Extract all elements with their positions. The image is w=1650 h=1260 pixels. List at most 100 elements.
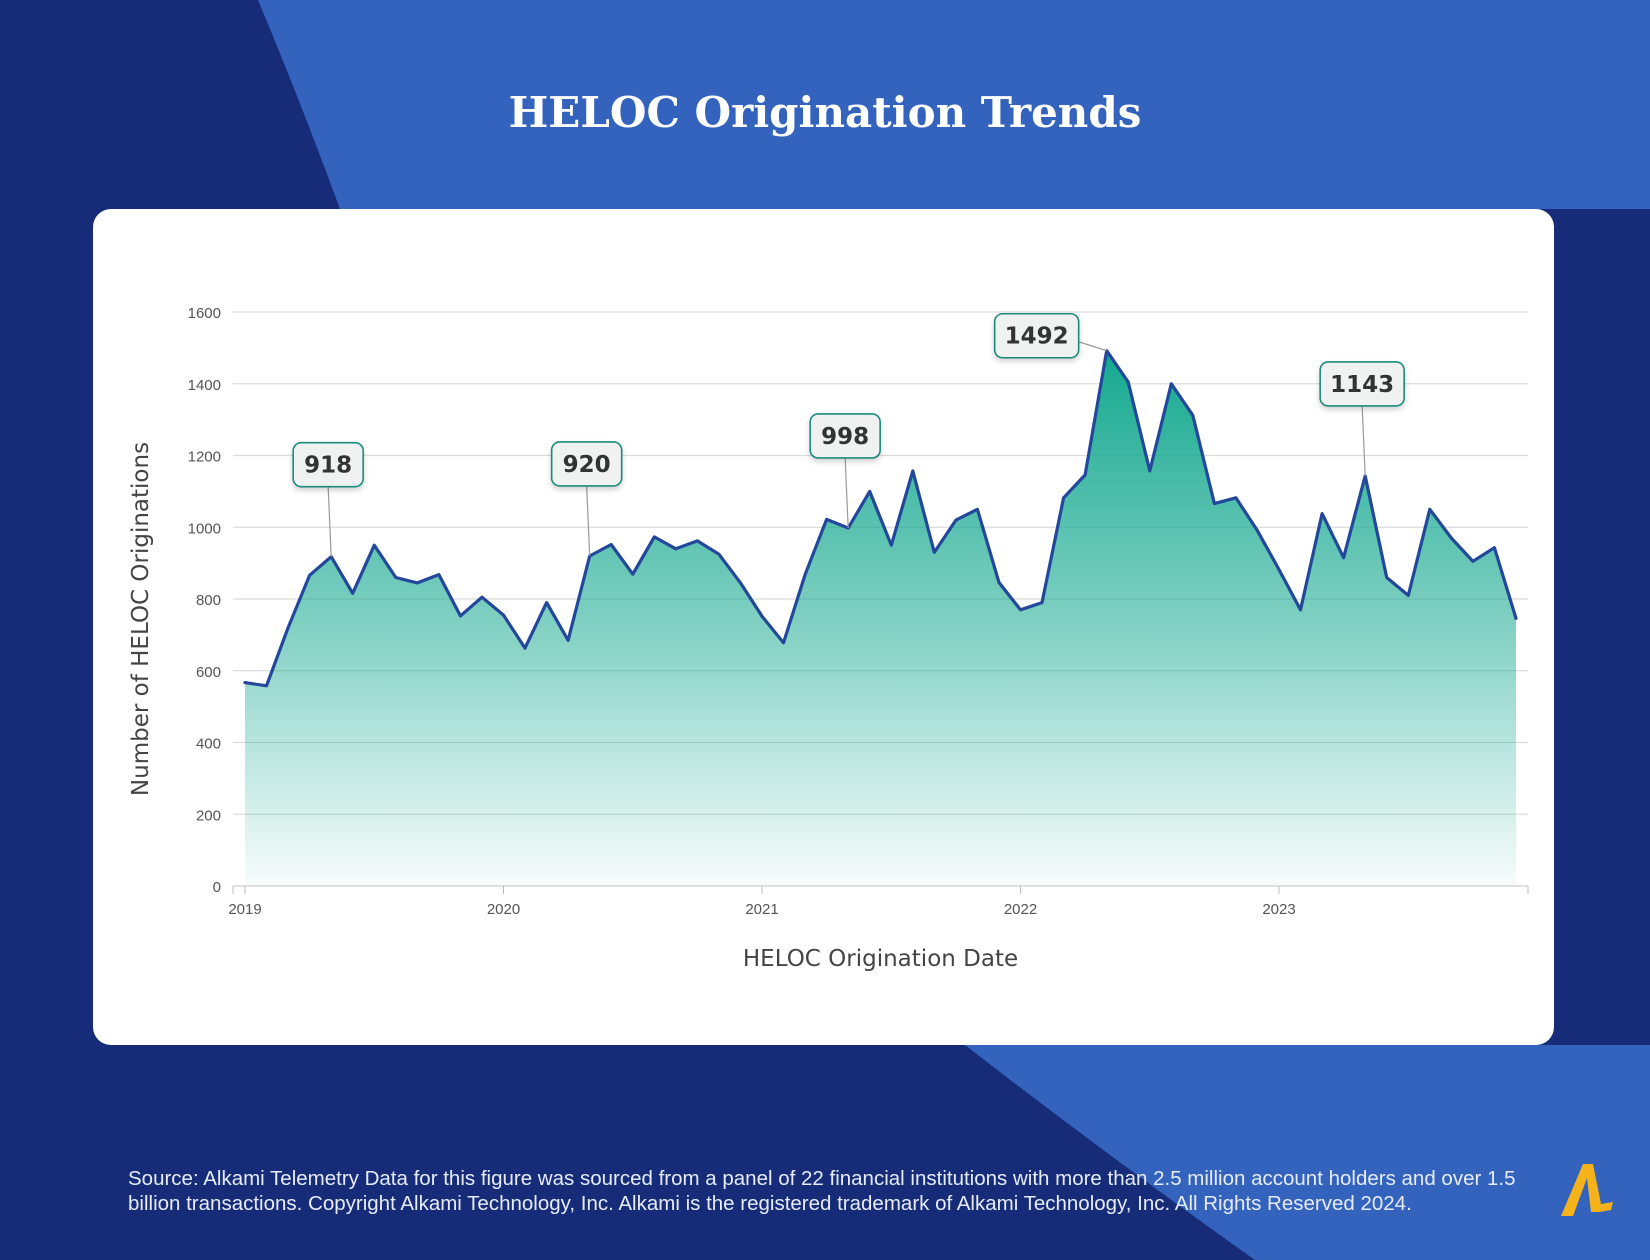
background-light-region-bottom: [965, 1045, 1650, 1260]
callout-value: 998: [821, 424, 869, 450]
data-point: [803, 573, 807, 577]
data-point: [351, 591, 355, 595]
data-point: [1148, 469, 1152, 473]
y-tick-label: 400: [196, 736, 221, 753]
data-point: [1514, 616, 1518, 620]
data-point: [911, 469, 915, 473]
data-point: [545, 601, 549, 605]
data-point: [652, 535, 656, 539]
data-point: [1169, 382, 1173, 386]
callout-value: 1492: [1005, 324, 1069, 350]
data-point: [1212, 502, 1216, 506]
data-point: [437, 573, 441, 577]
data-point: [1449, 536, 1453, 540]
y-tick-label: 1000: [188, 520, 221, 537]
callout-box: [292, 441, 364, 488]
callout-leader-line: [586, 485, 591, 556]
data-point: [1299, 608, 1303, 612]
data-point: [1126, 380, 1130, 384]
data-point: [1385, 576, 1389, 580]
series-line: [243, 349, 1518, 688]
data-point: [566, 638, 570, 642]
data-label-callout: 1143: [1319, 361, 1405, 476]
y-tick-label: 0: [213, 879, 221, 896]
data-point: [394, 576, 398, 580]
background-light-region-top: [258, 0, 1650, 209]
data-point: [1234, 496, 1238, 500]
data-point: [1019, 608, 1023, 612]
data-point: [868, 489, 872, 493]
y-tick-label: 800: [196, 592, 221, 609]
data-point: [1471, 559, 1475, 563]
callout-leader-line: [1361, 405, 1366, 476]
chart-card: 0 200 400 600 800 1000 1200 1400 1600 2019 2020 202…: [93, 209, 1554, 1045]
data-point: [631, 572, 635, 576]
callout-box: [1319, 361, 1405, 407]
heloc-area-chart: 0 200 400 600 800 1000 1200 1400 1600 2019 2020 202…: [128, 305, 1529, 972]
data-point: [1083, 473, 1087, 477]
callout-value: 918: [304, 453, 352, 479]
x-tick-label: 2023: [1262, 901, 1295, 918]
x-tick-label: 2020: [487, 901, 520, 918]
data-point: [1256, 529, 1260, 533]
data-point: [1277, 568, 1281, 572]
y-axis-label: Number of HELOC Originations: [128, 442, 154, 796]
data-point: [997, 581, 1001, 585]
data-label-callout: 998: [809, 413, 881, 528]
data-point: [243, 681, 247, 685]
y-tick-label: 1400: [188, 377, 221, 394]
y-tick-label: 600: [196, 664, 221, 681]
data-label-callout: 920: [550, 441, 623, 556]
callout-box: [550, 441, 623, 487]
data-label-callout: 1492: [993, 312, 1107, 359]
callout-box: [993, 312, 1080, 359]
callout-leader-line: [1078, 341, 1107, 352]
page-title: HELOC Origination Trends: [508, 88, 1142, 137]
data-point: [372, 543, 376, 547]
x-tick-label: 2022: [1004, 901, 1037, 918]
data-point: [1428, 507, 1432, 511]
data-point: [889, 543, 893, 547]
data-point: [975, 507, 979, 511]
data-point: [415, 581, 419, 585]
data-point: [825, 517, 829, 521]
y-tick-label: 1200: [188, 449, 221, 466]
data-point: [1040, 601, 1044, 605]
source-note: Source: Alkami Telemetry Data for this f…: [128, 1167, 1516, 1215]
data-point: [739, 581, 743, 585]
data-point: [265, 684, 269, 688]
data-point: [502, 613, 506, 617]
data-point: [1191, 413, 1195, 417]
data-point: [1320, 512, 1324, 516]
data-point: [1342, 556, 1346, 560]
data-point: [523, 646, 527, 650]
data-point: [674, 547, 678, 551]
data-point: [1062, 496, 1066, 500]
data-point: [286, 626, 290, 630]
data-label-callout: 918: [292, 441, 364, 557]
callout-value: 1143: [1330, 372, 1394, 398]
alkami-logo-icon: [1561, 1164, 1613, 1216]
y-tick-label: 1600: [188, 305, 221, 322]
data-point: [480, 595, 484, 599]
data-point: [760, 614, 764, 618]
data-point: [717, 552, 721, 556]
series-area-fill: [245, 350, 1516, 886]
data-point: [458, 614, 462, 618]
x-tick-label: 2021: [745, 901, 778, 918]
data-point: [954, 518, 958, 522]
data-point: [932, 550, 936, 554]
callout-leader-line: [844, 457, 849, 528]
data-point: [782, 641, 786, 645]
data-point: [1492, 546, 1496, 550]
data-point: [695, 539, 699, 543]
callout-box: [809, 413, 881, 459]
callout-value: 920: [563, 452, 611, 478]
x-tick-label: 2019: [228, 901, 261, 918]
x-axis-label: HELOC Origination Date: [743, 946, 1018, 972]
data-point: [1406, 593, 1410, 597]
callout-leader-line: [327, 486, 332, 557]
y-tick-label: 200: [196, 807, 221, 824]
data-point: [308, 573, 312, 577]
data-point: [609, 543, 613, 547]
